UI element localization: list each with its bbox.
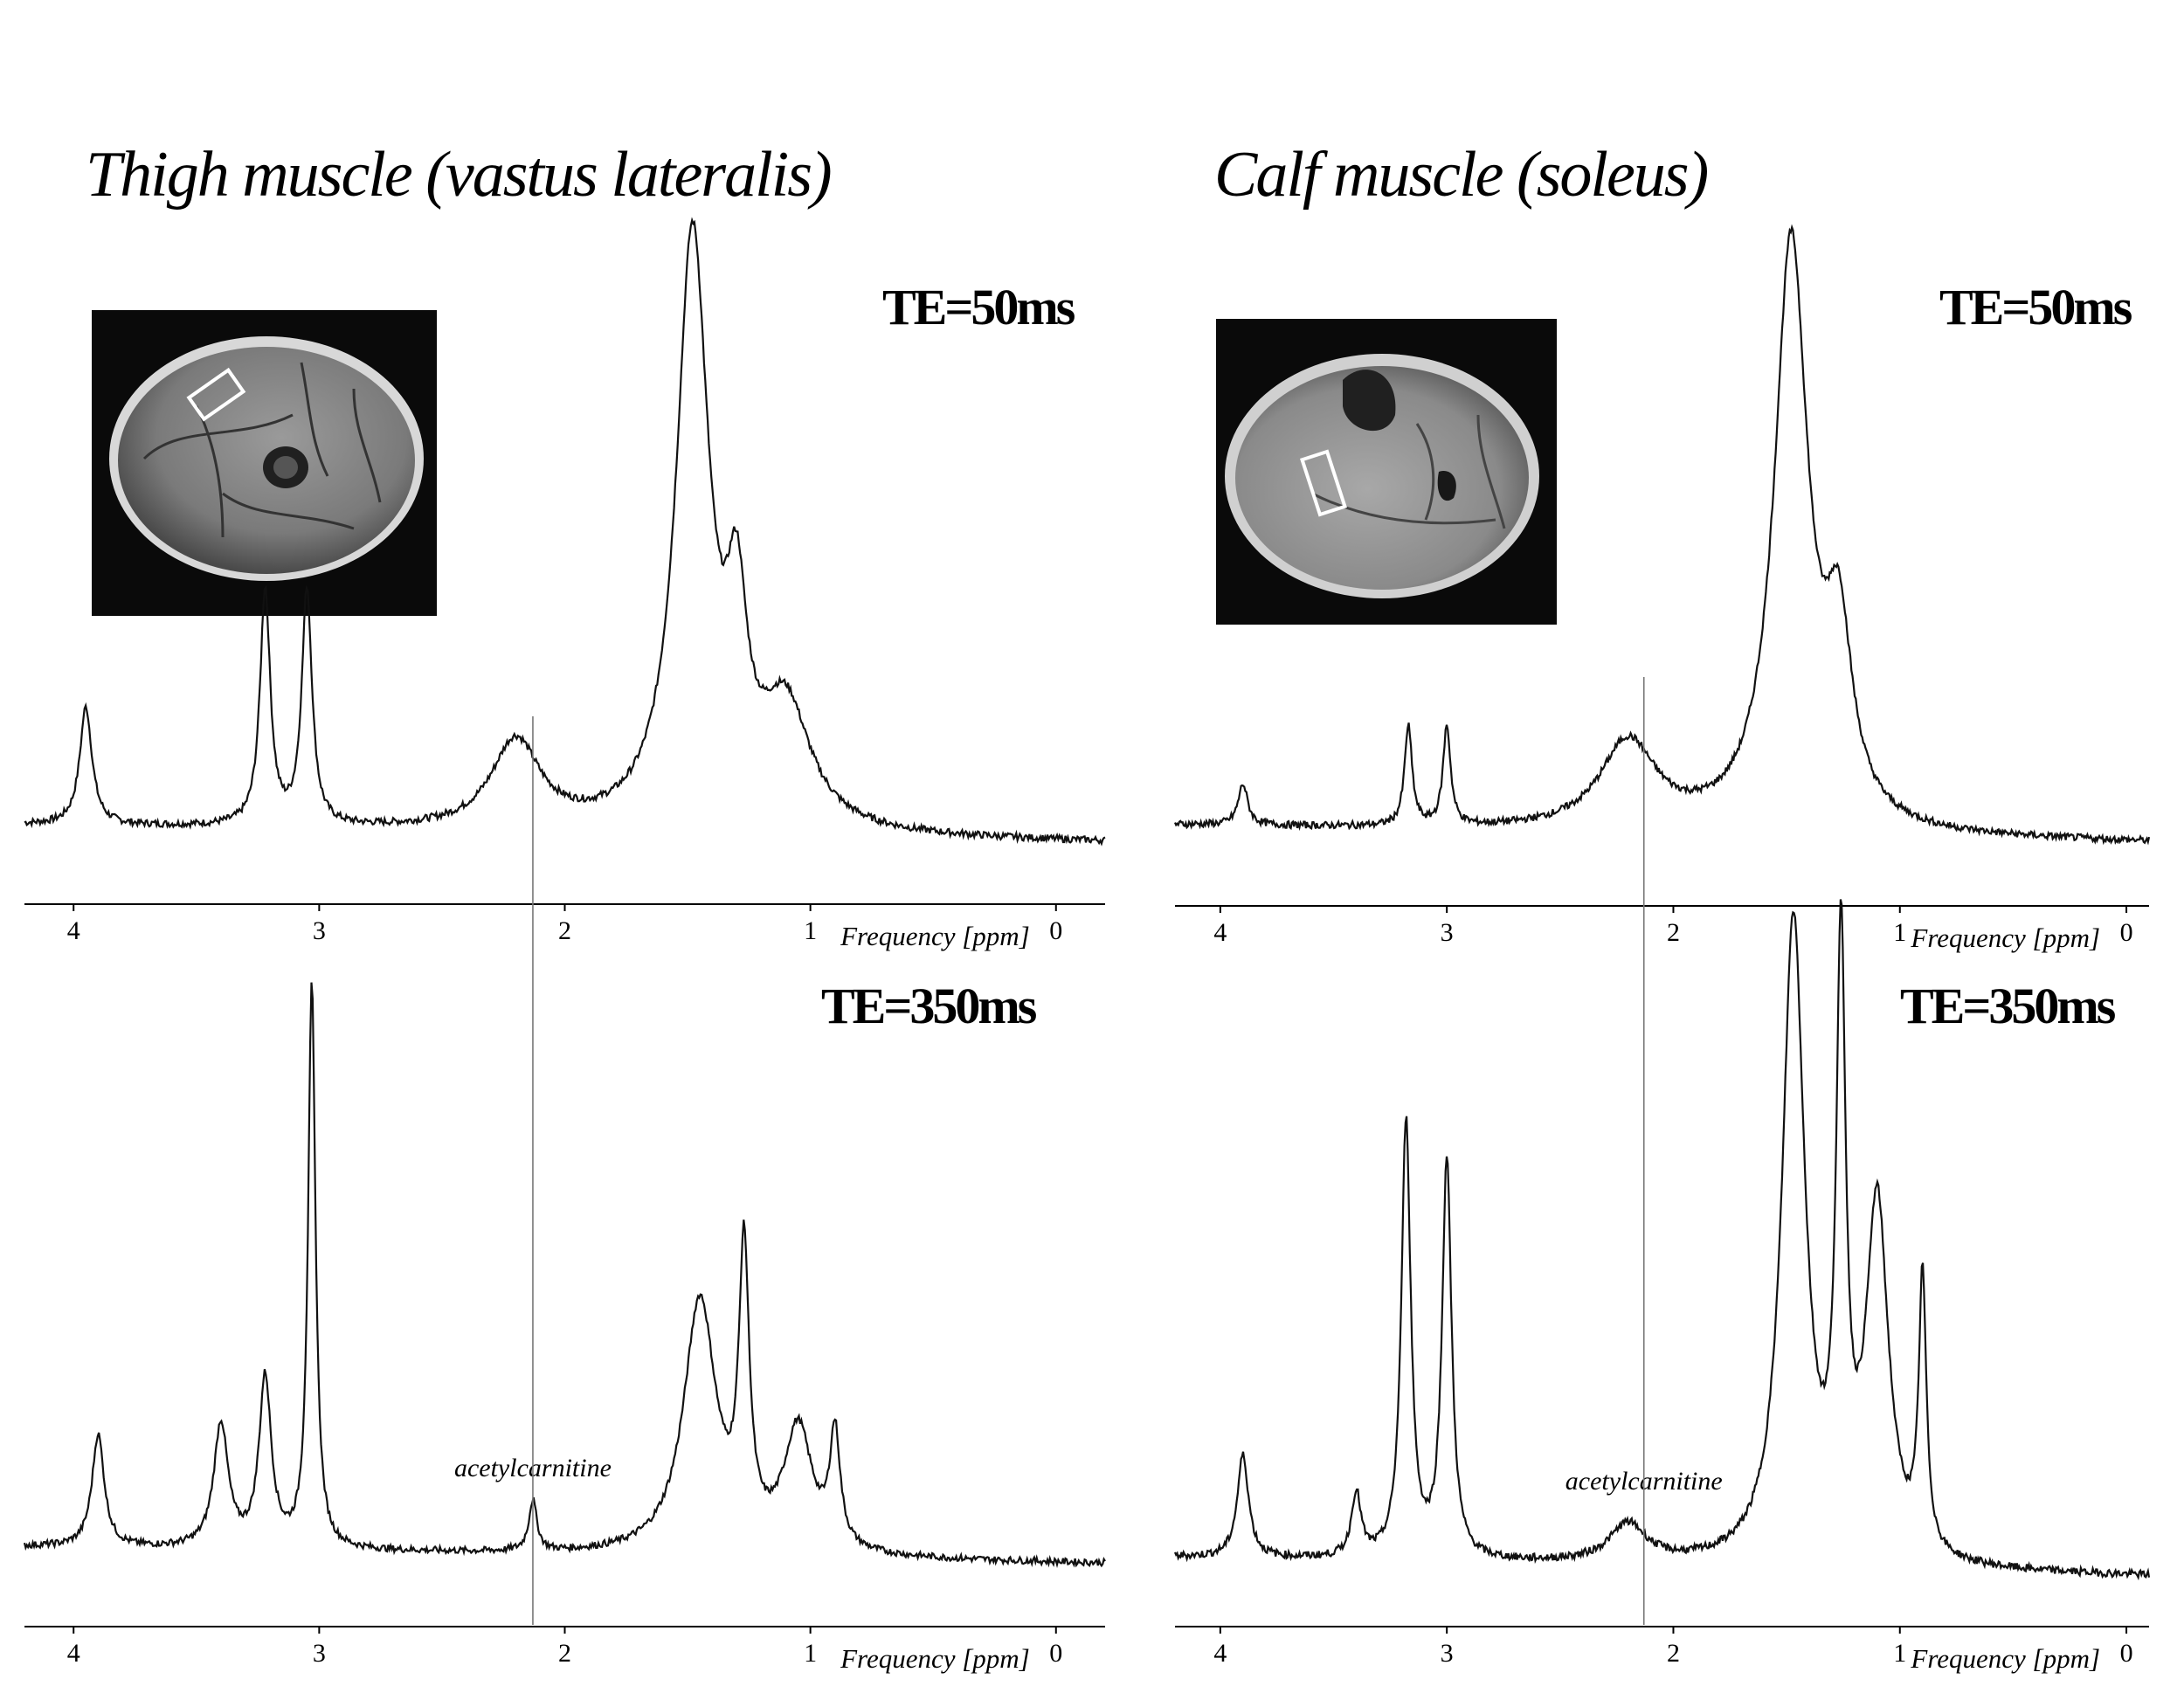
- thigh-te350-tick-label-2: 2: [558, 1639, 571, 1668]
- thigh-te50-label: TE=50ms: [882, 279, 1075, 335]
- thigh-te50-tick-label-4: 4: [67, 916, 80, 945]
- thigh-mri-image: [92, 310, 437, 616]
- calf-te50-label: TE=50ms: [1939, 279, 2132, 335]
- thigh-te350-tick-label-1: 1: [804, 1639, 817, 1668]
- calf-te50-x-axis-label: Frequency [ppm]: [1910, 923, 2100, 953]
- calf-te350-label: TE=350ms: [1900, 978, 2116, 1034]
- thigh-title: Thigh muscle (vastus lateralis): [86, 139, 833, 211]
- calf-te350-tick-label-2: 2: [1667, 1639, 1680, 1668]
- calf-te50-tick-label-4: 4: [1213, 918, 1227, 947]
- calf-title: Calf muscle (soleus): [1214, 139, 1709, 211]
- thigh-te350-tick-label-0: 0: [1049, 1639, 1062, 1668]
- calf-te50-tick-label-1: 1: [1893, 918, 1906, 947]
- thigh-te350-spectrum-line: [23, 982, 1106, 1569]
- thigh-te50-tick-label-0: 0: [1049, 916, 1062, 945]
- thigh-te50-tick-label-1: 1: [804, 916, 817, 945]
- thigh-te350-tick-label-3: 3: [313, 1639, 326, 1668]
- thigh-te350-tick-label-4: 4: [67, 1639, 80, 1668]
- calf-te350-tick-label-1: 1: [1893, 1639, 1906, 1668]
- thigh-te50-spectrum-line: [24, 217, 1106, 846]
- thigh-te350-label: TE=350ms: [821, 978, 1037, 1034]
- calf-te50-tick-label-3: 3: [1441, 918, 1454, 947]
- calf-te350-x-axis-label: Frequency [ppm]: [1910, 1643, 2100, 1674]
- thigh-te50-tick-label-2: 2: [558, 916, 571, 945]
- calf-mri-image: [1216, 319, 1557, 625]
- thigh-te350-x-axis-label: Frequency [ppm]: [840, 1643, 1030, 1674]
- calf-te50-tick-label-2: 2: [1667, 918, 1680, 947]
- thigh-te50-x-axis-label: Frequency [ppm]: [840, 921, 1030, 951]
- calf-te350-spectrum-line: [1173, 899, 2151, 1581]
- calf-te350-tick-label-3: 3: [1441, 1639, 1454, 1668]
- calf-te50-spectrum-line: [1173, 224, 2151, 846]
- calf-te350-tick-label-4: 4: [1213, 1639, 1227, 1668]
- calf-te350-tick-label-0: 0: [2120, 1639, 2133, 1668]
- thigh-te50-tick-label-3: 3: [313, 916, 326, 945]
- calf-te50-tick-label-0: 0: [2120, 918, 2133, 947]
